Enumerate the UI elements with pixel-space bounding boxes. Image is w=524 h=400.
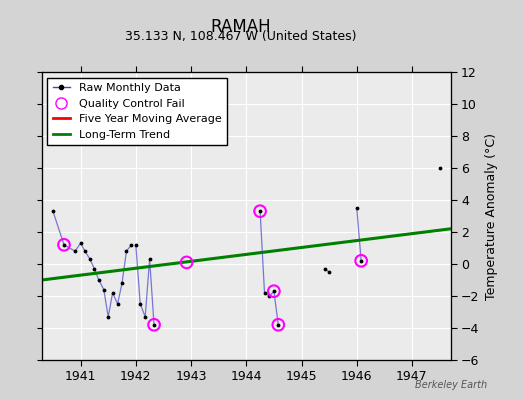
Point	[256, 208, 264, 214]
Text: RAMAH: RAMAH	[211, 18, 271, 36]
Point	[182, 259, 191, 266]
Point	[270, 288, 278, 294]
Point	[60, 242, 68, 248]
Point	[274, 322, 282, 328]
Text: 35.133 N, 108.467 W (United States): 35.133 N, 108.467 W (United States)	[125, 30, 357, 43]
Y-axis label: Temperature Anomaly (°C): Temperature Anomaly (°C)	[485, 132, 498, 300]
Legend: Raw Monthly Data, Quality Control Fail, Five Year Moving Average, Long-Term Tren: Raw Monthly Data, Quality Control Fail, …	[48, 78, 227, 145]
Text: Berkeley Earth: Berkeley Earth	[415, 380, 487, 390]
Point	[150, 322, 158, 328]
Point	[357, 258, 365, 264]
